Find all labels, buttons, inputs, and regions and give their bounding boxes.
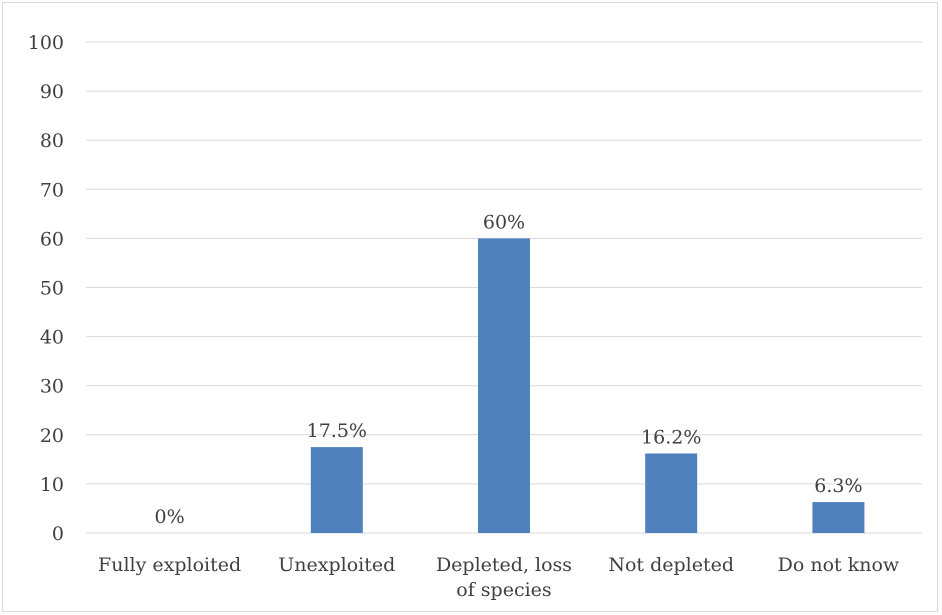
bars	[310, 238, 865, 533]
data-label: 60%	[483, 211, 525, 233]
category-label: of species	[456, 579, 551, 601]
data-label: 17.5%	[307, 420, 367, 442]
y-tick-label: 0	[52, 523, 64, 545]
bar-2	[478, 238, 530, 533]
gridlines	[86, 41, 922, 534]
x-axis-category-labels: Fully exploited Unexploited Depleted, loss…	[98, 554, 900, 601]
category-label: Not depleted	[608, 554, 734, 576]
y-tick-label: 70	[40, 179, 64, 201]
y-tick-label: 60	[40, 228, 64, 250]
category-label: Depleted, loss	[436, 554, 572, 576]
data-label: 6.3%	[814, 475, 862, 497]
y-tick-label: 30	[40, 376, 64, 398]
data-label: 16.2%	[641, 426, 701, 448]
bar-4	[812, 502, 865, 533]
data-label: 0%	[155, 506, 185, 528]
bar-1	[310, 447, 363, 533]
y-tick-label: 80	[40, 130, 64, 152]
bar-3	[645, 453, 698, 533]
y-tick-label: 40	[40, 327, 64, 349]
y-tick-label: 50	[40, 278, 64, 300]
category-label: Fully exploited	[98, 554, 241, 576]
y-tick-label: 20	[40, 425, 64, 447]
y-tick-label: 100	[28, 32, 64, 54]
category-label: Do not know	[778, 554, 900, 576]
y-tick-label: 10	[40, 474, 64, 496]
category-label: Unexploited	[278, 554, 395, 576]
y-tick-label: 90	[40, 81, 64, 103]
data-labels: 0% 17.5% 60% 16.2% 6.3%	[155, 211, 863, 528]
y-axis-tick-labels: 0 10 20 30 40 50 60 70 80 90 100	[28, 32, 64, 545]
